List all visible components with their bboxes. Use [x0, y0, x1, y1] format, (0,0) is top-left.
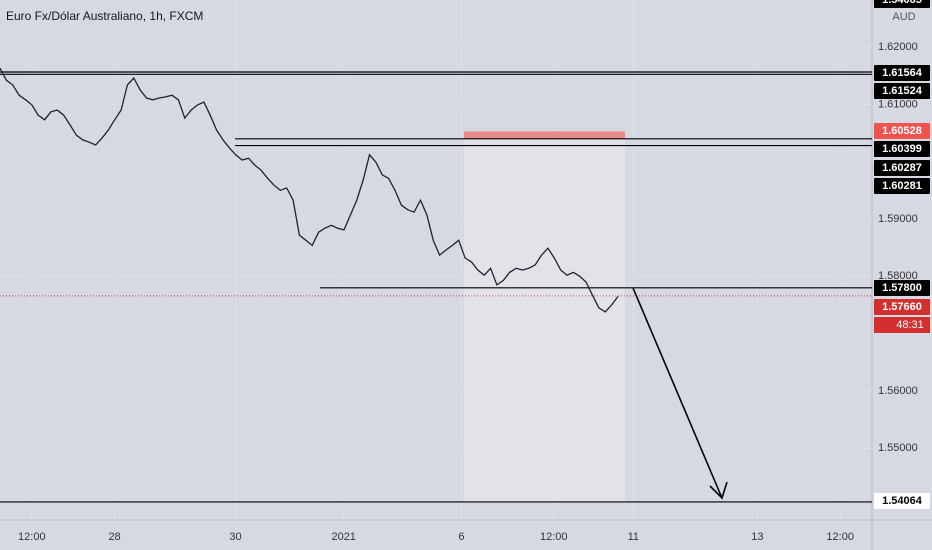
price-label: 1.60528 — [882, 125, 922, 137]
grid — [0, 0, 872, 520]
price-label-box — [874, 0, 930, 8]
x-tick-label: 11 — [628, 531, 639, 543]
x-tick-label: 12:00 — [540, 531, 568, 543]
price-label-box — [874, 299, 930, 315]
arrow-line — [632, 287, 723, 499]
price-label: 1.60287 — [882, 162, 922, 174]
y-tick-label: 1.56000 — [878, 385, 918, 397]
price-label-box — [874, 123, 930, 139]
price-label-box — [874, 141, 930, 157]
y-tick-label: 1.58000 — [878, 270, 918, 282]
price-label: 1.61564 — [882, 67, 923, 79]
y-tick-label: 1.61000 — [878, 98, 918, 110]
price-label: 1.61524 — [882, 85, 923, 97]
price-label-box — [874, 83, 930, 99]
plot — [0, 67, 872, 503]
x-tick-label: 12:00 — [826, 531, 854, 543]
price-label-box — [874, 280, 930, 296]
price-label: 1.57660 — [882, 301, 922, 313]
stop-zone — [464, 131, 625, 139]
price-label: 1.54065 — [882, 0, 922, 6]
y-tick-label: 1.59000 — [878, 213, 918, 225]
x-tick-label: 12:00 — [18, 531, 46, 543]
labels: 1.62000 1.61000 1.59000 1.58000 1.56000 1.550… — [18, 0, 930, 543]
price-label-box — [874, 65, 930, 81]
currency-label: AUD — [892, 11, 915, 23]
x-tick-label: 28 — [108, 531, 120, 543]
price-label: 1.60399 — [882, 143, 922, 155]
chart-title: Euro Fx/Dólar Australiano, 1h, FXCM — [6, 9, 203, 23]
arrow-head — [709, 481, 728, 500]
price-line — [0, 67, 619, 313]
countdown-label: 48:31 — [896, 319, 924, 331]
x-tick-label: 2021 — [331, 531, 355, 543]
price-label: 1.57800 — [882, 282, 922, 294]
price-label-box — [874, 160, 930, 176]
price-label: 1.54064 — [882, 495, 923, 507]
price-label-box — [874, 178, 930, 194]
y-tick-label: 1.55000 — [878, 442, 918, 454]
x-tick-label: 30 — [229, 531, 241, 543]
projection-zone — [464, 138, 625, 502]
x-tick-label: 13 — [751, 531, 763, 543]
y-tick-label: 1.62000 — [878, 41, 918, 53]
countdown-box — [874, 317, 930, 333]
x-tick-label: 6 — [458, 531, 464, 543]
price-label-box — [874, 493, 930, 509]
price-label: 1.60281 — [882, 180, 922, 192]
